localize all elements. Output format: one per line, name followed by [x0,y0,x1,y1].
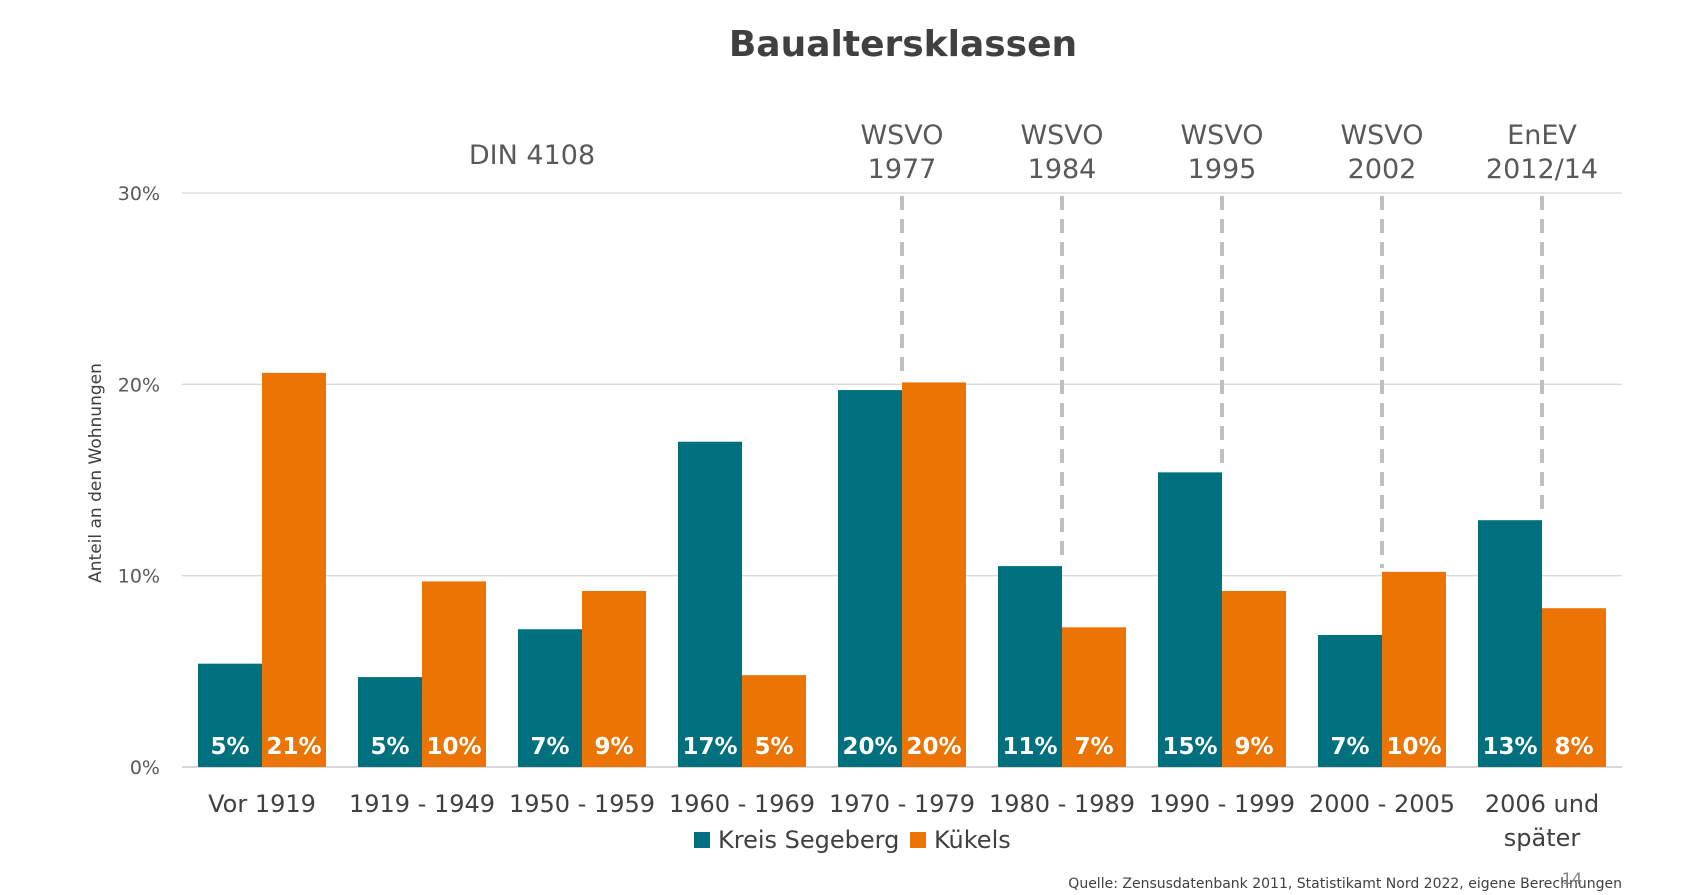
bar-kuekels [902,382,966,767]
bar-kuekels [1542,608,1606,767]
x-tick-label: 1970 - 1979 [829,790,975,818]
y-tick-label: 0% [130,757,160,779]
bar-kreis-segeberg [998,566,1062,767]
marker-label: 1977 [868,154,937,185]
x-tick-label: 1990 - 1999 [1149,790,1295,818]
bar-value-label: 5% [370,734,409,760]
y-axis: 0% 10% 20% 30% [118,183,160,779]
legend-label: Kreis Segeberg [718,826,899,854]
x-tick-label: 1919 - 1949 [349,790,495,818]
bar-kreis-segeberg [518,629,582,767]
chart-title: Baualtersklassen [729,24,1077,65]
bar-kuekels [262,372,326,767]
legend-swatch [694,832,710,848]
x-tick-label: Vor 1919 [208,790,316,818]
bar-kreis-segeberg [838,390,902,767]
bar-value-label: 20% [906,734,961,760]
marker-label: WSVO [860,120,943,151]
bar-kuekels [1382,571,1446,767]
x-tick-label: 1950 - 1959 [509,790,655,818]
bar-kuekels [582,590,646,767]
bar-value-label: 5% [754,734,793,760]
bars [198,372,1606,767]
bar-value-label: 10% [426,734,481,760]
marker-label: 1995 [1188,154,1257,185]
legend: Kreis Segeberg Kükels [694,826,1011,854]
bar-value-label: 20% [842,734,897,760]
x-tick-label: 2000 - 2005 [1309,790,1455,818]
bar-kreis-segeberg [1318,634,1382,767]
bar-value-label: 21% [266,734,321,760]
y-tick-label: 20% [118,374,160,396]
page-number: 14 [1562,869,1582,888]
legend-swatch [910,832,926,848]
x-tick-label: später [1504,824,1581,852]
bar-value-label: 9% [594,734,633,760]
marker-label: 2012/14 [1486,154,1598,185]
bar-value-label: 9% [1234,734,1273,760]
marker-label: WSVO [1180,120,1263,151]
marker-label: 1984 [1028,154,1097,185]
bar-value-label: 11% [1002,734,1057,760]
marker-label: EnEV [1507,120,1577,151]
bar-value-labels: 5% 5% 7% 17% 20% 11% 15% 7% 13% 21% 10% 9% 5% 20% 7% 9%… [210,734,1593,760]
legend-label: Kükels [934,826,1011,854]
bar-kreis-segeberg [358,677,422,767]
bar-kuekels [422,581,486,767]
x-axis: Vor 1919 1919 - 1949 1950 - 1959 1960 - 196… [208,790,1599,852]
bar-value-label: 7% [530,734,569,760]
marker-label: WSVO [1340,120,1423,151]
bar-value-label: 7% [1074,734,1113,760]
bar-value-label: 15% [1162,734,1217,760]
marker-label: 2002 [1348,154,1417,185]
x-tick-label: 1980 - 1989 [989,790,1135,818]
bar-kuekels [1062,627,1126,767]
bar-value-label: 8% [1554,734,1593,760]
bar-kuekels [1222,590,1286,767]
bar-kuekels [742,675,806,767]
y-axis-title: Anteil an den Wohnungen [86,363,106,583]
bar-kreis-segeberg [1158,472,1222,767]
source-note: Quelle: Zensusdatenbank 2011, Statistika… [1068,876,1622,892]
y-tick-label: 30% [118,183,160,205]
bar-kreis-segeberg [198,663,262,767]
bar-kreis-segeberg [1478,520,1542,767]
bar-value-label: 10% [1386,734,1441,760]
bar-value-label: 7% [1330,734,1369,760]
bar-kreis-segeberg [678,441,742,767]
y-tick-label: 10% [118,566,160,588]
marker-label: WSVO [1020,120,1103,151]
x-tick-label: 1960 - 1969 [669,790,815,818]
bar-value-label: 13% [1482,734,1537,760]
x-tick-label: 2006 und [1485,790,1599,818]
regulation-markers: DIN 4108WSVO1977WSVO1984WSVO1995WSVO2002… [469,120,1598,568]
bar-value-label: 5% [210,734,249,760]
marker-label: DIN 4108 [469,140,595,171]
bar-value-label: 17% [682,734,737,760]
